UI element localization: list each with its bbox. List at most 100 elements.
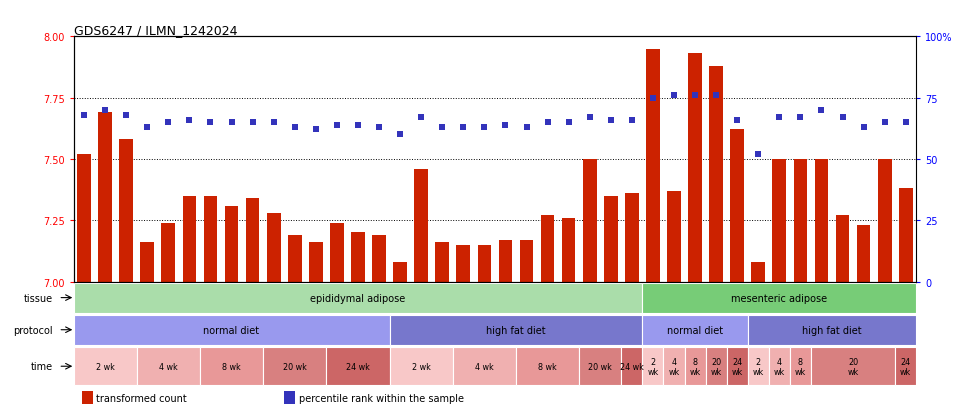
- Bar: [748, 347, 769, 385]
- Bar: [579, 347, 621, 385]
- Bar: [74, 315, 390, 345]
- Text: 20
wk: 20 wk: [848, 357, 858, 376]
- Bar: [790, 347, 811, 385]
- Bar: [857, 225, 870, 282]
- Bar: [77, 154, 91, 282]
- Bar: [74, 283, 643, 313]
- Text: 4
wk: 4 wk: [774, 357, 785, 376]
- Text: 4 wk: 4 wk: [475, 362, 494, 371]
- Bar: [583, 159, 597, 282]
- Bar: [393, 262, 407, 282]
- Bar: [625, 194, 639, 282]
- Text: 2
wk: 2 wk: [753, 357, 763, 376]
- Bar: [200, 347, 263, 385]
- Bar: [267, 214, 280, 282]
- Bar: [811, 347, 896, 385]
- Bar: [836, 216, 850, 282]
- Bar: [309, 243, 322, 282]
- Bar: [643, 347, 663, 385]
- Bar: [330, 223, 344, 282]
- Text: 8 wk: 8 wk: [538, 362, 557, 371]
- Bar: [604, 196, 617, 282]
- Text: tissue: tissue: [24, 293, 52, 303]
- Text: GDS6247 / ILMN_1242024: GDS6247 / ILMN_1242024: [74, 24, 237, 37]
- Bar: [263, 347, 326, 385]
- Text: 24
wk: 24 wk: [732, 357, 743, 376]
- Bar: [372, 235, 386, 282]
- Bar: [351, 233, 365, 282]
- Text: high fat diet: high fat diet: [803, 325, 861, 335]
- Bar: [878, 159, 892, 282]
- Bar: [136, 347, 200, 385]
- Bar: [284, 391, 295, 404]
- Text: 2 wk: 2 wk: [96, 362, 115, 371]
- Bar: [477, 245, 491, 282]
- Text: 2
wk: 2 wk: [648, 357, 659, 376]
- Bar: [896, 347, 916, 385]
- Bar: [646, 50, 660, 282]
- Bar: [663, 347, 685, 385]
- Text: 20 wk: 20 wk: [588, 362, 612, 371]
- Bar: [182, 196, 196, 282]
- Text: percentile rank within the sample: percentile rank within the sample: [299, 393, 464, 403]
- Bar: [752, 262, 765, 282]
- Bar: [562, 218, 575, 282]
- Bar: [120, 140, 133, 282]
- Bar: [727, 347, 748, 385]
- Bar: [516, 347, 579, 385]
- Bar: [204, 196, 218, 282]
- Bar: [706, 347, 727, 385]
- Bar: [453, 347, 516, 385]
- Bar: [82, 391, 93, 404]
- Bar: [541, 216, 555, 282]
- Bar: [643, 315, 748, 345]
- Bar: [685, 347, 706, 385]
- Text: 24 wk: 24 wk: [346, 362, 369, 371]
- Text: 20 wk: 20 wk: [283, 362, 307, 371]
- Bar: [162, 223, 175, 282]
- Text: normal diet: normal diet: [667, 325, 723, 335]
- Bar: [621, 347, 643, 385]
- Text: high fat diet: high fat diet: [486, 325, 546, 335]
- Text: transformed count: transformed count: [96, 393, 187, 403]
- Bar: [246, 199, 260, 282]
- Text: 4 wk: 4 wk: [159, 362, 177, 371]
- Bar: [390, 315, 643, 345]
- Bar: [899, 189, 912, 282]
- Bar: [794, 159, 808, 282]
- Bar: [326, 347, 390, 385]
- Text: time: time: [30, 361, 52, 371]
- Bar: [772, 159, 786, 282]
- Bar: [667, 191, 681, 282]
- Bar: [98, 113, 112, 282]
- Text: epididymal adipose: epididymal adipose: [311, 293, 406, 303]
- Bar: [814, 159, 828, 282]
- Text: 8 wk: 8 wk: [222, 362, 241, 371]
- Bar: [519, 240, 533, 282]
- Text: mesenteric adipose: mesenteric adipose: [731, 293, 827, 303]
- Text: 8
wk: 8 wk: [690, 357, 701, 376]
- Bar: [224, 206, 238, 282]
- Bar: [710, 66, 723, 282]
- Bar: [415, 169, 428, 282]
- Bar: [748, 315, 916, 345]
- Text: 2 wk: 2 wk: [412, 362, 430, 371]
- Text: 20
wk: 20 wk: [710, 357, 721, 376]
- Bar: [74, 347, 137, 385]
- Bar: [457, 245, 470, 282]
- Bar: [643, 283, 916, 313]
- Bar: [688, 54, 702, 282]
- Bar: [499, 240, 513, 282]
- Text: 24 wk: 24 wk: [620, 362, 644, 371]
- Bar: [730, 130, 744, 282]
- Text: 4
wk: 4 wk: [668, 357, 679, 376]
- Bar: [288, 235, 302, 282]
- Text: 8
wk: 8 wk: [795, 357, 806, 376]
- Bar: [390, 347, 453, 385]
- Bar: [769, 347, 790, 385]
- Text: 24
wk: 24 wk: [901, 357, 911, 376]
- Bar: [435, 243, 449, 282]
- Bar: [140, 243, 154, 282]
- Text: protocol: protocol: [13, 325, 52, 335]
- Text: normal diet: normal diet: [204, 325, 260, 335]
